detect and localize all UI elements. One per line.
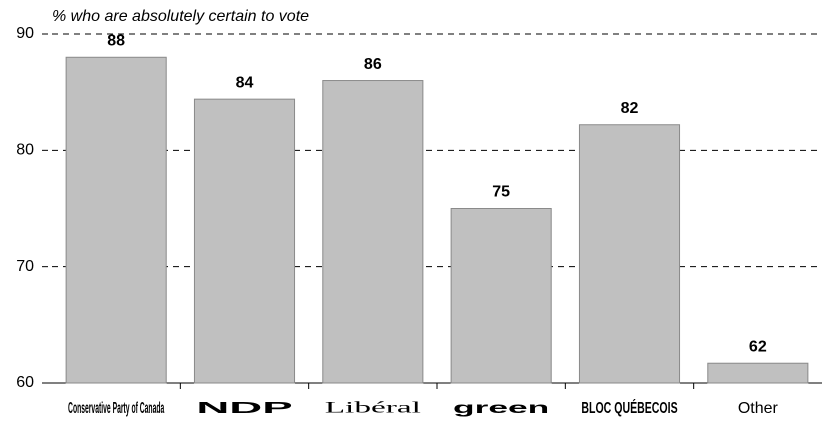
y-tick-label: 90 <box>16 25 34 42</box>
value-label: 84 <box>236 74 254 91</box>
y-tick-label: 70 <box>16 258 34 275</box>
x-tick-label: Conservative Party of Canada <box>68 400 164 417</box>
x-tick-label: NDP <box>196 400 293 417</box>
value-label: 62 <box>749 338 767 355</box>
bar <box>322 80 424 384</box>
bar <box>578 124 681 384</box>
x-tick-label: Libéral <box>325 400 422 417</box>
y-tick-label: 60 <box>16 374 34 391</box>
chart-subtitle: % who are absolutely certain to vote <box>52 8 309 25</box>
value-label: 82 <box>621 100 639 117</box>
value-label: 75 <box>492 184 510 201</box>
x-tick-label: Other <box>738 400 779 417</box>
bar <box>193 98 296 384</box>
value-label: 86 <box>364 56 382 73</box>
bar <box>450 208 552 384</box>
value-label: 88 <box>107 32 125 49</box>
bar <box>65 56 167 384</box>
x-tick-label: green <box>453 400 549 417</box>
x-tick-label: BLOC QUÉBECOIS <box>581 398 677 417</box>
y-tick-label: 80 <box>16 142 34 159</box>
bar <box>707 362 809 384</box>
